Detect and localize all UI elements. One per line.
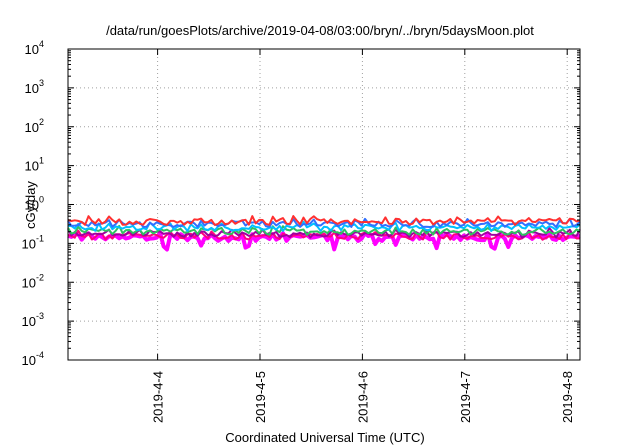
y-tick-exponent: -1 [36,233,44,243]
y-axis-label: cGy/day [23,181,38,229]
series-line [67,227,581,239]
y-tick-exponent: 1 [39,156,44,166]
y-tick-label: 10-4 [22,350,44,368]
y-tick-exponent: -4 [36,350,44,360]
data-series [67,215,581,252]
y-tick-label: 104 [25,39,44,57]
y-tick-exponent: -3 [36,311,44,321]
series-line [67,217,581,229]
x-tick-label: 2019-4-4 [151,371,166,423]
y-tick-label: 102 [25,117,44,135]
series-line [67,215,581,226]
x-tick-label: 2019-4-7 [458,371,473,423]
chart-title: /data/run/goesPlots/archive/2019-04-08/0… [106,23,534,38]
y-tick-label: 10-1 [22,233,44,251]
y-tick-exponent: 4 [39,39,44,49]
y-tick-exponent: 3 [39,78,44,88]
x-tick-label: 2019-4-5 [253,371,268,423]
y-tick-exponent: 2 [39,117,44,127]
x-axis: 2019-4-4 2019-4-5 2019-4-6 2019-4-7 2019-4-8 [151,49,575,423]
y-tick-label: 103 [25,78,44,96]
y-tick-label: 10-3 [22,311,44,329]
y-tick-exponent: -2 [36,272,44,282]
series-line [67,224,581,236]
x-tick-label: 2019-4-8 [560,371,575,423]
y-tick-label: 101 [25,156,44,174]
grid-lines [68,49,580,360]
y-tick-exponent: 0 [39,195,44,205]
x-axis-label: Coordinated Universal Time (UTC) [225,430,424,445]
x-tick-label: 2019-4-6 [355,371,370,423]
y-tick-label: 10-2 [22,272,44,290]
